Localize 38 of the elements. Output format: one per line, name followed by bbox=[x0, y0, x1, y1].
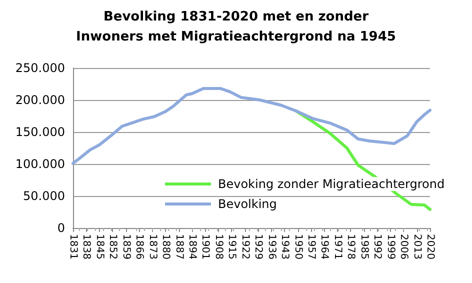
x-tick-label: 1922 bbox=[239, 234, 250, 260]
x-tick-label: 1964 bbox=[318, 234, 330, 260]
x-tick-label: 1880 bbox=[160, 234, 172, 260]
x-tick-label: 1957 bbox=[306, 234, 316, 260]
x-tick-label: 1936 bbox=[266, 234, 277, 260]
x-tick-label: 1873 bbox=[146, 234, 158, 260]
x-tick-label: 1859 bbox=[120, 234, 132, 260]
y-tick-label: 0 bbox=[57, 221, 65, 235]
y-tick-label: 200.000 bbox=[15, 93, 65, 107]
x-tick-label: 2013 bbox=[411, 234, 422, 260]
x-tick-label: 1971 bbox=[332, 234, 343, 260]
x-tick-label: 2006 bbox=[398, 234, 410, 260]
y-tick-label: 250.000 bbox=[15, 61, 65, 75]
x-tick-label: 1866 bbox=[134, 234, 145, 260]
x-tick-label: 1887 bbox=[173, 234, 184, 260]
x-tick-label: 1845 bbox=[94, 234, 105, 260]
x-tick-label: 1908 bbox=[212, 234, 224, 260]
x-tick-label: 1929 bbox=[252, 234, 264, 260]
y-tick-label: 150.000 bbox=[15, 125, 65, 139]
y-tick-label: 100.000 bbox=[15, 157, 65, 171]
x-tick-label: 1943 bbox=[279, 234, 290, 260]
x-tick-label: 1985 bbox=[358, 234, 370, 260]
x-tick-label: 1978 bbox=[345, 234, 356, 260]
x-tick-label: 1894 bbox=[186, 234, 198, 260]
x-tick-label: 1992 bbox=[372, 234, 383, 260]
x-tick-label: 2020 bbox=[424, 234, 436, 260]
legend-label: Bevolking bbox=[218, 197, 277, 211]
x-tick-label: 1915 bbox=[226, 234, 238, 260]
x-tick-label: 1901 bbox=[200, 234, 211, 260]
x-tick-label: 1852 bbox=[107, 234, 118, 260]
chart-title: Bevolking 1831-2020 met en zonder Inwoners met Migratieachtergrond na 1945 bbox=[76, 10, 396, 44]
x-tick-label: 1831 bbox=[68, 234, 78, 260]
x-tick-label: 1999 bbox=[384, 234, 396, 260]
line-series bbox=[72, 86, 432, 165]
legend-label: Bevoking zonder Migratieachtergrond bbox=[218, 177, 445, 191]
x-tick-label: 1838 bbox=[80, 234, 92, 260]
y-tick-label: 50.000 bbox=[23, 189, 65, 203]
x-tick-label: 1950 bbox=[292, 234, 304, 260]
